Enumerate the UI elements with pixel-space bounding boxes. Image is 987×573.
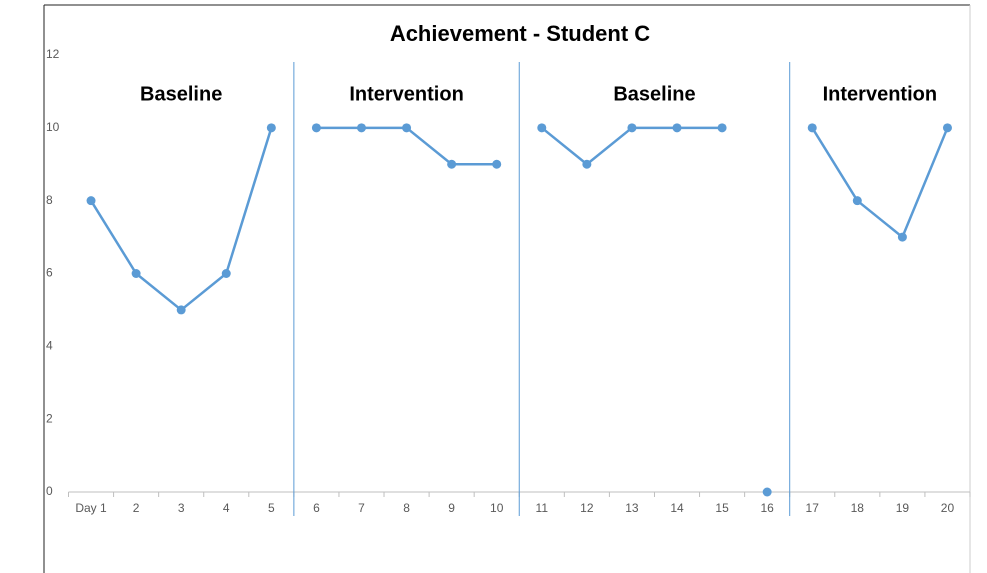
data-point bbox=[447, 159, 457, 169]
data-point bbox=[672, 123, 682, 133]
x-tick-label: 19 bbox=[896, 501, 910, 515]
phase-label: Baseline bbox=[613, 83, 695, 105]
data-point bbox=[942, 123, 952, 133]
x-tick-label: 15 bbox=[715, 501, 729, 515]
data-point bbox=[402, 123, 412, 133]
data-point bbox=[221, 269, 231, 278]
x-tick-label: 3 bbox=[178, 501, 185, 515]
data-point bbox=[131, 269, 141, 278]
x-tick-label: 11 bbox=[536, 501, 549, 515]
series-line bbox=[89, 127, 273, 312]
data-point bbox=[176, 305, 186, 315]
y-tick-label: 8 bbox=[46, 193, 53, 207]
x-tick-label: 17 bbox=[806, 501, 820, 515]
data-point bbox=[86, 196, 96, 206]
x-tick-label: 20 bbox=[941, 501, 955, 515]
x-tick-label: 13 bbox=[625, 501, 639, 515]
x-tick-label: 14 bbox=[670, 501, 684, 515]
data-point bbox=[492, 159, 502, 169]
data-point bbox=[582, 159, 592, 169]
series-line bbox=[316, 126, 497, 166]
data-point bbox=[356, 123, 366, 133]
data-point bbox=[762, 487, 772, 497]
x-tick-label: 10 bbox=[490, 501, 504, 515]
x-tick-label: 12 bbox=[580, 501, 594, 515]
x-tick-label: Day 1 bbox=[75, 501, 107, 515]
x-tick-label: 8 bbox=[403, 501, 410, 515]
data-point bbox=[897, 232, 907, 242]
data-point bbox=[311, 123, 321, 133]
x-tick-label: 2 bbox=[133, 501, 140, 515]
data-point bbox=[852, 196, 862, 206]
x-tick-label: 7 bbox=[358, 501, 365, 515]
chart-title: Achievement - Student C bbox=[390, 21, 650, 46]
x-tick-label: 6 bbox=[313, 501, 320, 515]
y-tick-label: 6 bbox=[46, 266, 53, 280]
data-point bbox=[537, 123, 547, 133]
x-tick-label: 4 bbox=[223, 501, 230, 515]
x-tick-label: 5 bbox=[268, 501, 275, 515]
data-point bbox=[266, 123, 276, 133]
data-point bbox=[807, 123, 817, 133]
x-tick-label: 18 bbox=[851, 501, 865, 515]
series-line bbox=[541, 126, 723, 166]
phase-label: Baseline bbox=[140, 83, 222, 105]
x-tick-label: 9 bbox=[448, 501, 455, 515]
phase-label: Intervention bbox=[823, 83, 937, 105]
phase-label: Intervention bbox=[349, 83, 463, 105]
x-tick-label: 16 bbox=[760, 501, 774, 515]
y-tick-label: 2 bbox=[46, 411, 53, 425]
data-point bbox=[717, 123, 727, 133]
data-point bbox=[627, 123, 637, 133]
series-line bbox=[811, 127, 949, 240]
y-tick-label: 4 bbox=[46, 339, 53, 353]
y-tick-label: 0 bbox=[46, 484, 53, 498]
y-tick-label: 12 bbox=[46, 47, 60, 61]
y-tick-label: 10 bbox=[46, 120, 60, 134]
